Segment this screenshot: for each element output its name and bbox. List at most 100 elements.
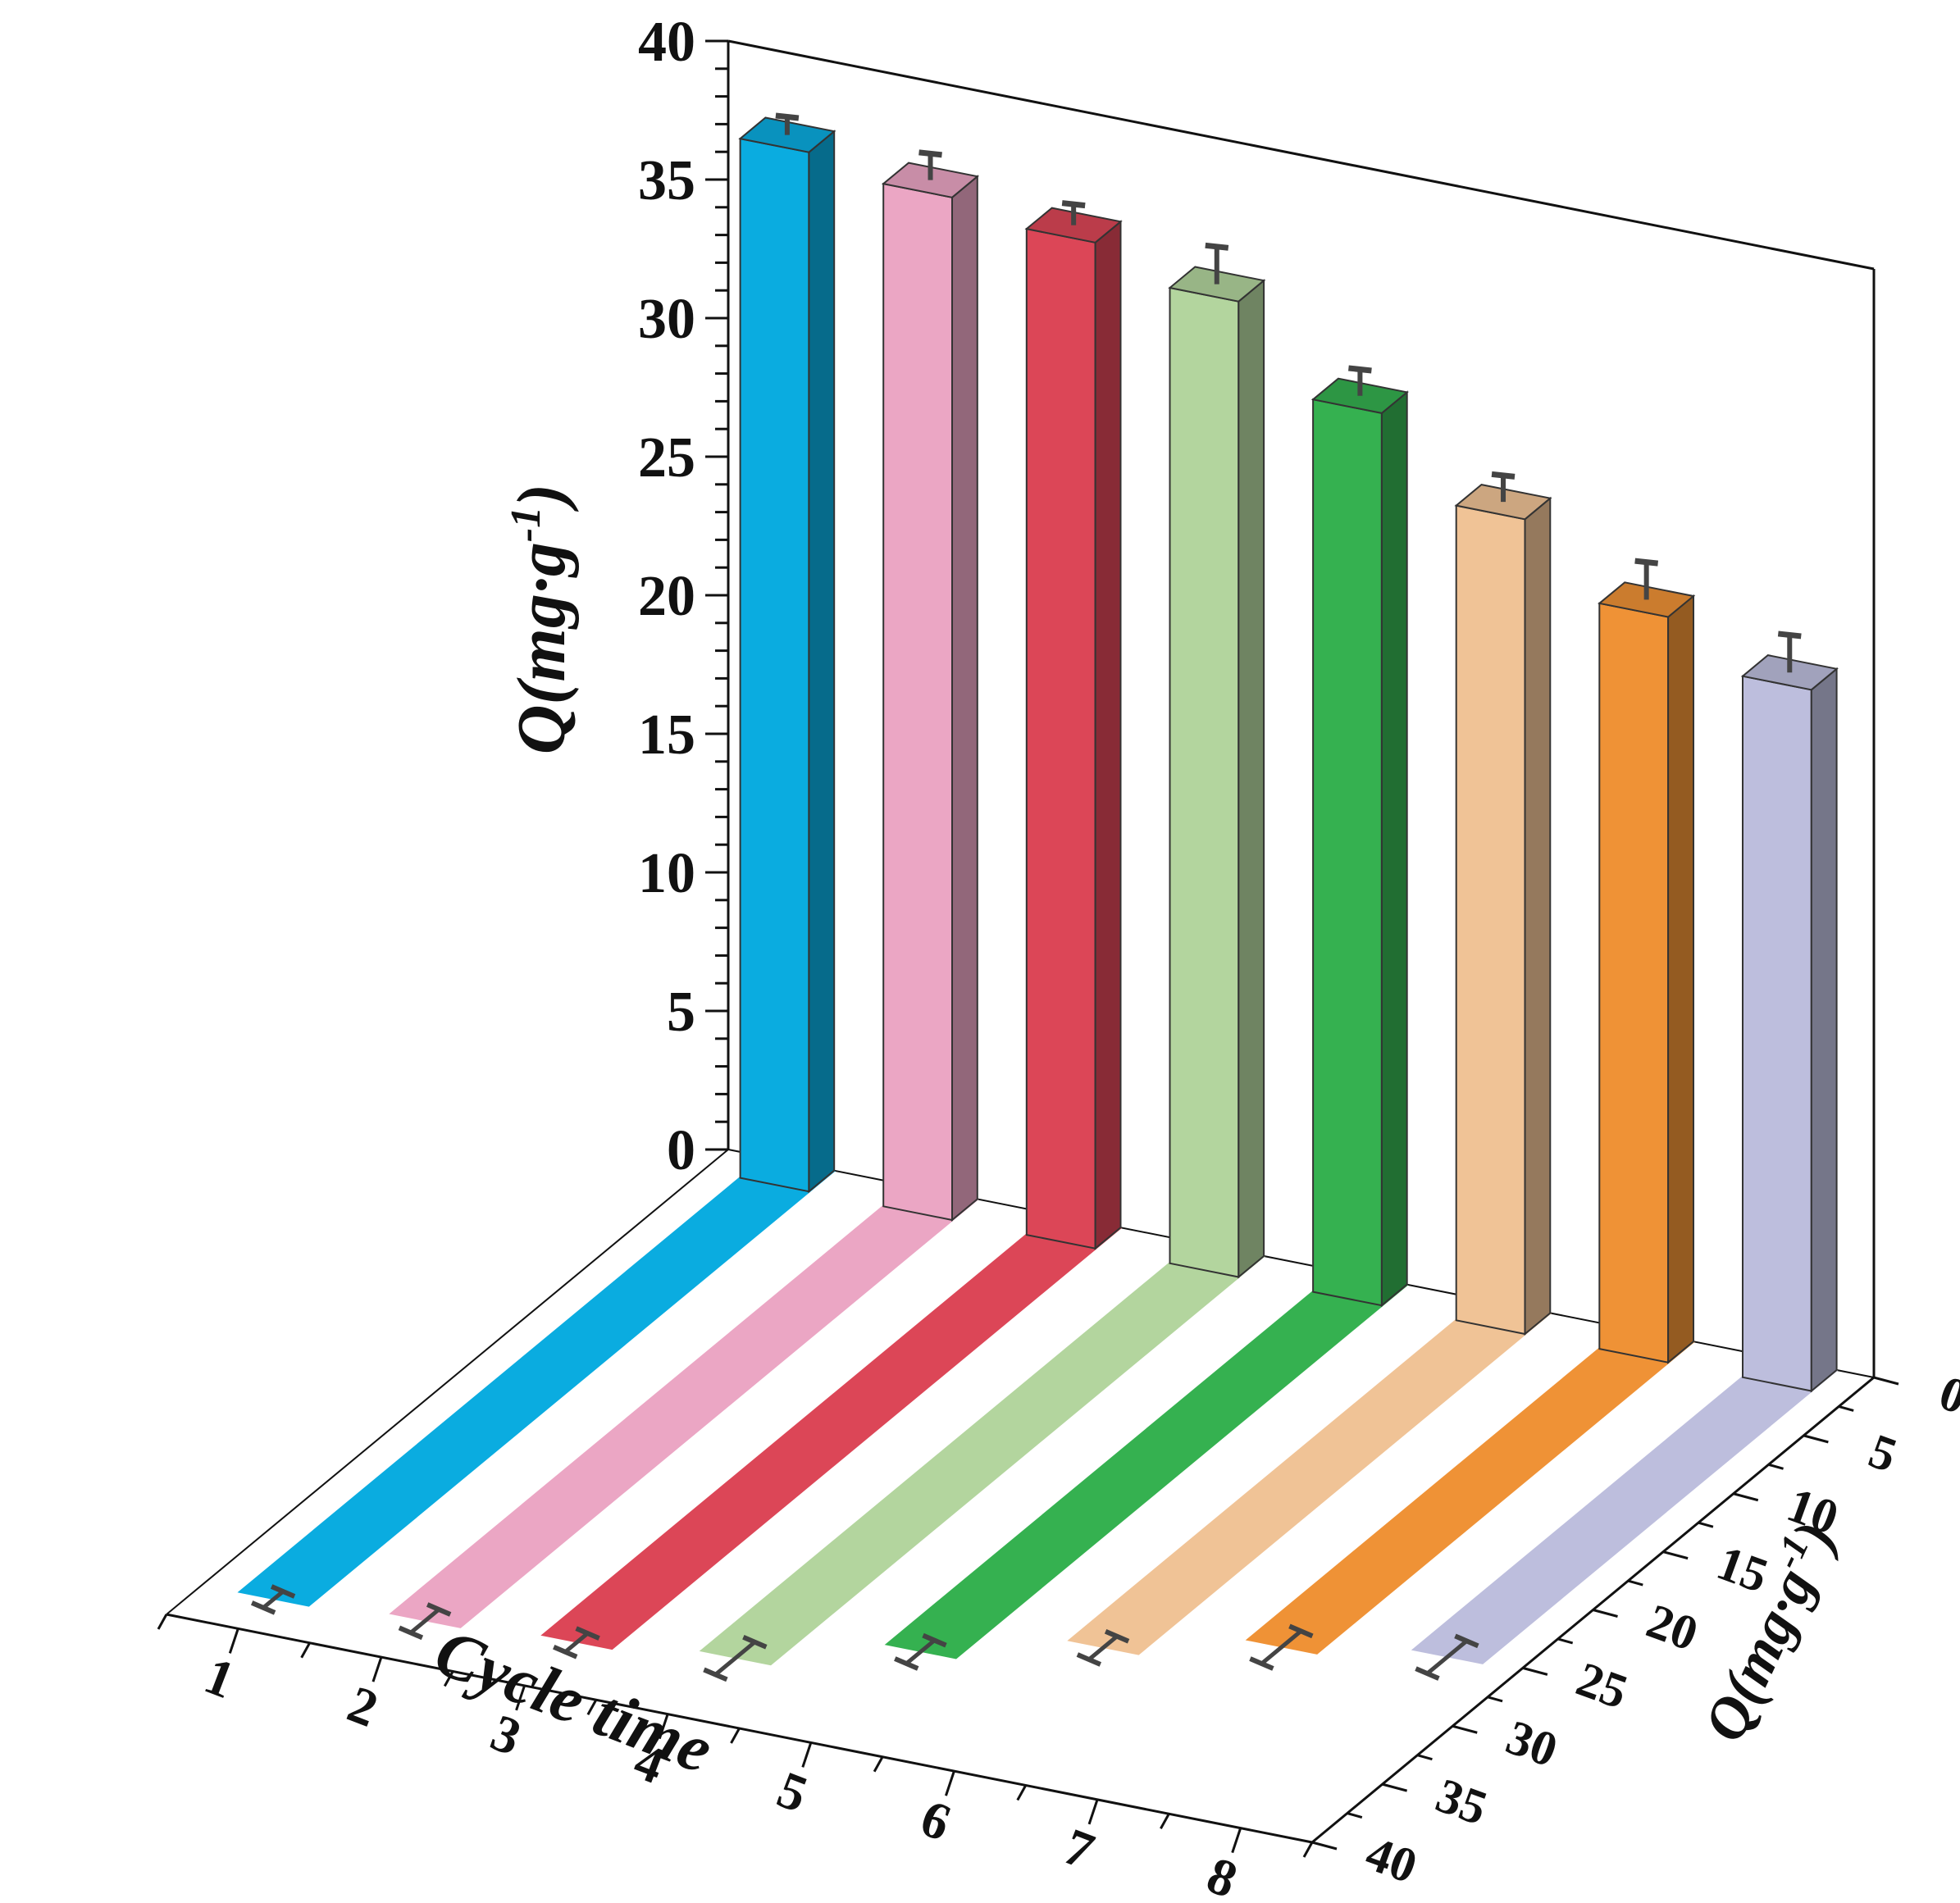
floor-error-bar-7 <box>1260 1629 1302 1665</box>
y-tick-label: 35 <box>638 149 695 212</box>
floor-error-cap-8-1 <box>1415 1666 1440 1681</box>
floor-error-bar-6 <box>1087 1634 1119 1661</box>
bar-error-cap <box>1634 558 1659 567</box>
floor-error-bar-2 <box>409 1608 440 1635</box>
floor-error-bar-4 <box>713 1640 756 1677</box>
floor-error-cap-4-1 <box>703 1667 728 1682</box>
y-axis-label: Q(mg·g-1) <box>503 484 580 754</box>
floor-error-cap-4-0 <box>742 1634 768 1650</box>
z-tick-minor <box>1627 1579 1643 1587</box>
z-tick-major <box>1522 1666 1548 1676</box>
bar-error-cap <box>1491 471 1516 480</box>
floor-bar-8 <box>1411 1355 1839 1664</box>
floor-error-bar-5 <box>905 1638 937 1665</box>
bar-side-face <box>1380 390 1408 1308</box>
floor-error-cap-2-1 <box>398 1625 424 1641</box>
z-tick-label: 30 <box>1500 1710 1565 1778</box>
z-tick-minor <box>1698 1521 1714 1528</box>
floor-error-cap-1-0 <box>270 1584 296 1599</box>
bar-side-face <box>1524 496 1552 1336</box>
bar-front-face <box>1598 602 1670 1364</box>
y-tick-label: 10 <box>638 842 695 905</box>
bar-side-face <box>951 175 978 1222</box>
bar-front-face <box>1312 398 1383 1307</box>
x-tick-minor <box>586 1699 598 1715</box>
x-tick-minor <box>1160 1813 1170 1829</box>
floor-projections <box>237 1156 1839 1682</box>
z-tick-minor <box>1417 1754 1433 1761</box>
bar-error-cap <box>775 112 800 121</box>
bar-side-face <box>1667 594 1694 1364</box>
x-tick-label: 5 <box>770 1760 815 1823</box>
y-tick-label: 15 <box>638 703 695 767</box>
z-tick-minor <box>1487 1696 1503 1703</box>
z-tick-major <box>1593 1609 1618 1618</box>
chart-bars <box>738 112 1839 1393</box>
bar-side-face <box>1238 279 1265 1279</box>
floor-error-cap-5-0 <box>922 1632 947 1648</box>
bar-top-face <box>881 162 980 198</box>
x-tick-minor <box>873 1756 884 1773</box>
bar-front-face <box>1025 227 1096 1250</box>
floor-error-bar-8 <box>1425 1639 1468 1676</box>
floor-left-edge <box>166 1149 729 1615</box>
x-tick-major <box>371 1656 383 1682</box>
floor-error-cap-3-0 <box>575 1626 600 1641</box>
y-tick-label: 5 <box>667 981 695 1044</box>
x-tick-minor <box>1302 1842 1314 1858</box>
bar-side-face <box>808 130 836 1194</box>
z-tick-minor <box>1347 1812 1363 1819</box>
floor-bar-2 <box>389 1185 979 1628</box>
bar-top-face <box>1024 207 1123 244</box>
z-tick-minor <box>1768 1463 1784 1470</box>
x-tick-label: 2 <box>340 1674 385 1738</box>
bar-7 <box>1598 558 1696 1364</box>
z-tick-major <box>1452 1724 1478 1734</box>
x-tick-minor <box>1016 1784 1028 1801</box>
floor-bar-5 <box>884 1270 1409 1659</box>
x-tick-minor <box>300 1642 311 1659</box>
z-tick-major <box>1873 1376 1899 1386</box>
floor-bar-4 <box>699 1241 1265 1666</box>
z-tick-label: 20 <box>1640 1593 1705 1661</box>
x-tick-label: 1 <box>197 1646 242 1710</box>
z-tick-minor <box>1838 1404 1854 1412</box>
x-tick-label: 8 <box>1200 1846 1245 1899</box>
bar-front-face <box>1169 286 1240 1278</box>
y-tick-label: 25 <box>638 426 695 489</box>
bar-1 <box>738 112 836 1194</box>
x-tick-major <box>1231 1828 1242 1854</box>
bar-side-face <box>1094 220 1122 1250</box>
floor-error-cap-7-1 <box>1249 1656 1274 1671</box>
floor-bar-1 <box>237 1156 836 1607</box>
floor-error-cap-8-0 <box>1454 1633 1479 1649</box>
bar-error-cap <box>918 149 942 158</box>
z-axis-label: Q(mg·g-1) <box>1689 1511 1848 1751</box>
z-tick-label: 5 <box>1862 1423 1904 1482</box>
floor-error-cap-7-0 <box>1288 1623 1314 1639</box>
floor-error-bar-3 <box>563 1632 590 1654</box>
x-tick-major <box>515 1685 526 1711</box>
floor-error-cap-1-1 <box>250 1600 276 1615</box>
x-tick-minor <box>443 1670 454 1687</box>
floor-error-cap-5-1 <box>894 1656 919 1671</box>
bar-error-cap <box>1205 242 1229 251</box>
x-tick-label: 6 <box>913 1788 958 1852</box>
y-tick-label: 40 <box>638 11 695 74</box>
bar-front-face <box>1742 675 1812 1392</box>
z-tick-label: 0 <box>1932 1365 1960 1424</box>
z-tick-major <box>1382 1782 1408 1792</box>
x-tick-major <box>945 1770 955 1796</box>
bar-side-face <box>1810 667 1838 1393</box>
bar-6 <box>1454 471 1552 1336</box>
bar-4 <box>1168 242 1266 1279</box>
x-tick-label: 7 <box>1056 1817 1101 1881</box>
floor-error-cap-3-1 <box>553 1645 578 1659</box>
y-tick-label: 20 <box>638 565 695 628</box>
bar-2 <box>881 149 980 1222</box>
floor-error-cap-6-1 <box>1076 1652 1102 1667</box>
floor-bar-6 <box>1067 1299 1552 1655</box>
x-tick-major <box>801 1741 813 1768</box>
bar-front-face <box>1455 504 1526 1336</box>
